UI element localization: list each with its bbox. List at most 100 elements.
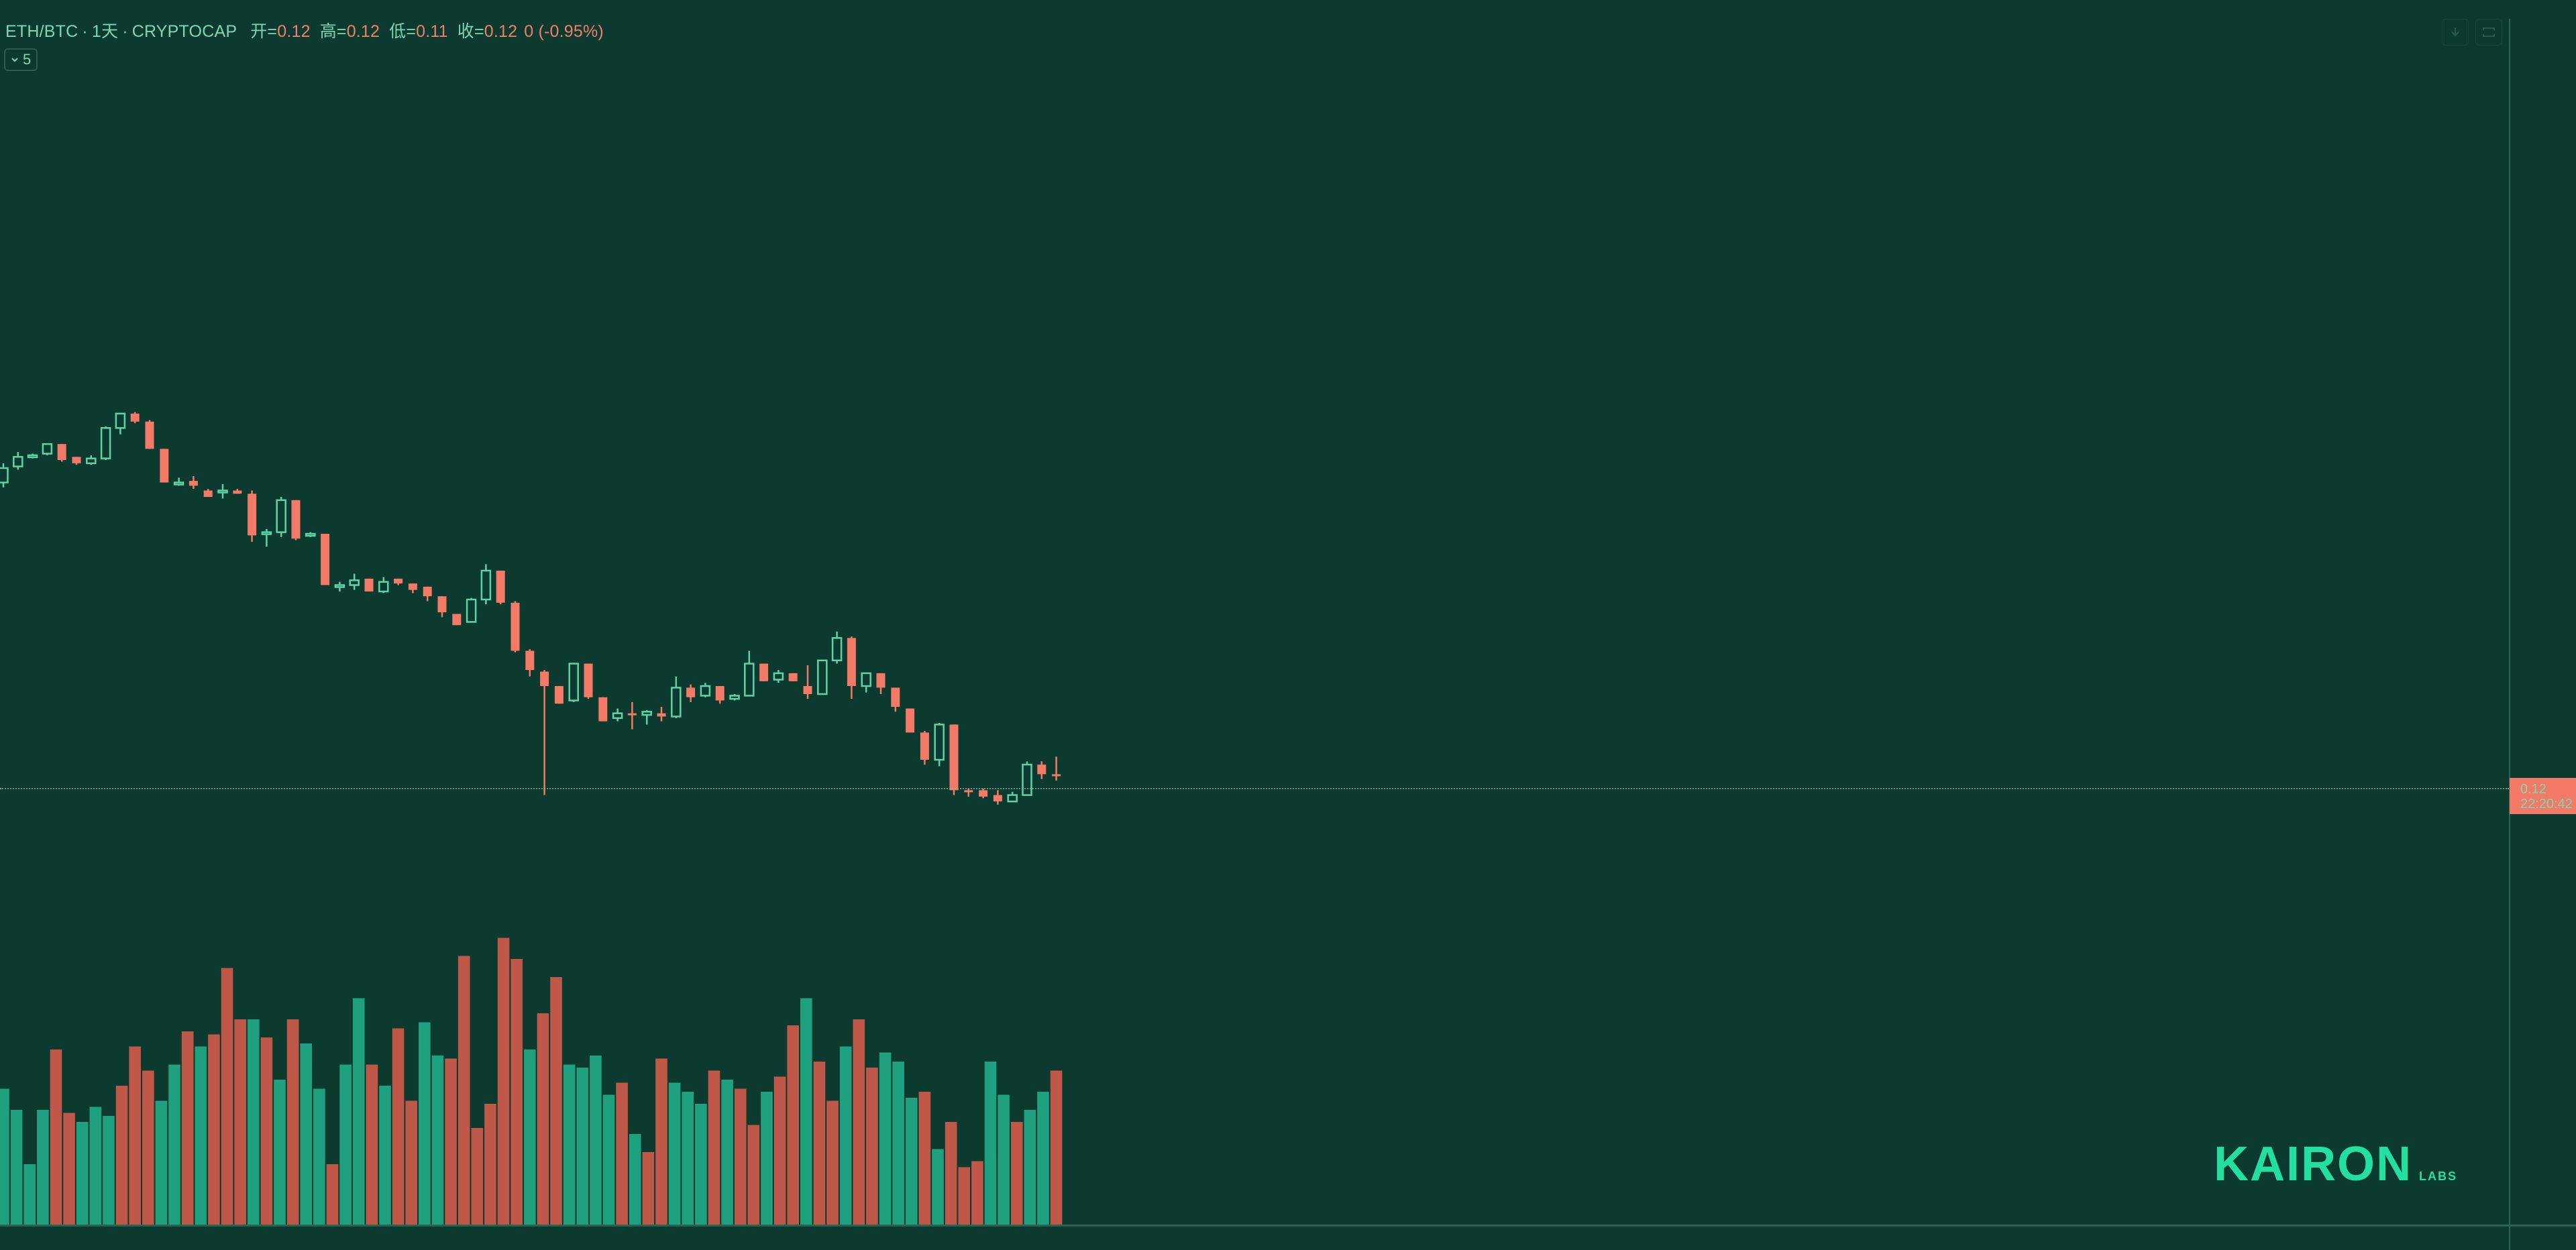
change-value: 0 (-0.95%) — [524, 22, 604, 41]
candle[interactable] — [334, 581, 345, 592]
candle[interactable] — [525, 649, 535, 677]
time-axis[interactable] — [0, 1225, 2576, 1227]
candle[interactable] — [452, 614, 462, 626]
candle[interactable] — [321, 533, 330, 585]
candle[interactable] — [349, 573, 360, 590]
candle[interactable] — [920, 730, 929, 765]
high-label: 高= — [319, 22, 347, 41]
candle[interactable] — [511, 601, 520, 652]
candle[interactable] — [394, 578, 403, 585]
candle[interactable] — [173, 477, 184, 486]
volume-bar — [511, 959, 523, 1225]
interval[interactable]: 1天 — [91, 22, 119, 41]
candle[interactable] — [540, 670, 549, 795]
candle[interactable] — [437, 596, 447, 618]
candle[interactable] — [57, 444, 66, 462]
candle[interactable] — [964, 789, 973, 797]
candle[interactable] — [115, 412, 126, 435]
candle[interactable] — [1037, 761, 1046, 779]
candle[interactable] — [248, 490, 257, 542]
candle[interactable] — [480, 564, 492, 605]
volume-bar — [839, 1046, 852, 1225]
candle[interactable] — [496, 570, 505, 605]
candle[interactable] — [408, 583, 417, 593]
volume-bar — [247, 1019, 260, 1225]
volume-bar — [0, 1088, 9, 1225]
candle[interactable] — [831, 631, 843, 664]
candle[interactable] — [788, 673, 798, 681]
candle[interactable] — [1052, 756, 1061, 781]
indicators-toggle-button[interactable]: 5 — [4, 48, 38, 71]
candle[interactable] — [759, 663, 769, 681]
fullscreen-button[interactable] — [2475, 19, 2502, 46]
candle[interactable] — [934, 723, 945, 766]
candle[interactable] — [291, 500, 301, 541]
candle[interactable] — [861, 672, 871, 693]
candle[interactable] — [876, 673, 885, 694]
candle[interactable] — [744, 650, 755, 697]
candle[interactable] — [598, 697, 608, 722]
volume-bar — [629, 1134, 641, 1225]
volume-bar — [63, 1113, 75, 1225]
candle[interactable] — [378, 577, 389, 593]
candle[interactable] — [715, 686, 724, 704]
candle[interactable] — [612, 708, 623, 722]
candle[interactable] — [641, 709, 652, 725]
candle[interactable] — [261, 528, 272, 547]
candle[interactable] — [42, 443, 53, 455]
symbol-name[interactable]: ETH/BTC — [5, 22, 78, 41]
candle[interactable] — [1022, 761, 1032, 796]
candle[interactable] — [203, 489, 213, 498]
candle[interactable] — [657, 707, 666, 722]
candle[interactable] — [423, 586, 432, 602]
candle[interactable] — [729, 693, 740, 701]
candle[interactable] — [27, 453, 38, 459]
candle[interactable] — [466, 598, 477, 623]
volume-bar — [405, 1100, 418, 1225]
volume-bar — [616, 1082, 628, 1225]
candle[interactable] — [160, 449, 169, 483]
candle[interactable] — [305, 532, 316, 537]
volume-bar — [50, 1049, 62, 1225]
candle[interactable] — [700, 683, 711, 697]
candlestick-chart[interactable] — [0, 0, 2509, 1226]
volume-bar — [866, 1068, 878, 1225]
candle[interactable] — [276, 497, 286, 537]
open-label: 开= — [250, 22, 278, 41]
candle[interactable] — [949, 724, 959, 795]
candle[interactable] — [100, 426, 111, 461]
candle[interactable] — [891, 687, 900, 712]
candle[interactable] — [803, 665, 812, 699]
candle[interactable] — [130, 412, 140, 424]
candle[interactable] — [568, 663, 579, 702]
candle[interactable] — [72, 457, 81, 465]
candle[interactable] — [217, 484, 228, 499]
candle[interactable] — [584, 663, 593, 699]
candle[interactable] — [627, 701, 637, 730]
volume-bar — [523, 1049, 536, 1225]
candle[interactable] — [364, 578, 374, 592]
volume-bar — [168, 1064, 180, 1225]
candle[interactable] — [817, 659, 828, 695]
volume-bar — [286, 1019, 299, 1225]
candle[interactable] — [0, 463, 9, 488]
candle[interactable] — [554, 686, 564, 704]
candle[interactable] — [1007, 791, 1018, 803]
candle[interactable] — [979, 789, 988, 799]
candle[interactable] — [847, 636, 856, 699]
candle[interactable] — [993, 790, 1002, 805]
candle[interactable] — [233, 489, 242, 494]
candle[interactable] — [13, 452, 23, 470]
volume-bar — [23, 1164, 36, 1225]
candle[interactable] — [86, 455, 97, 465]
candle[interactable] — [189, 475, 198, 490]
last-price-label: 0.12 22:20:42 — [2510, 778, 2576, 814]
candle[interactable] — [773, 670, 784, 683]
volume-bar — [971, 1161, 983, 1225]
candle[interactable] — [145, 420, 154, 449]
candle[interactable] — [671, 676, 682, 718]
volume-bar — [89, 1106, 102, 1225]
candle[interactable] — [686, 684, 696, 702]
download-button[interactable] — [2442, 19, 2469, 46]
candle[interactable] — [906, 708, 915, 733]
